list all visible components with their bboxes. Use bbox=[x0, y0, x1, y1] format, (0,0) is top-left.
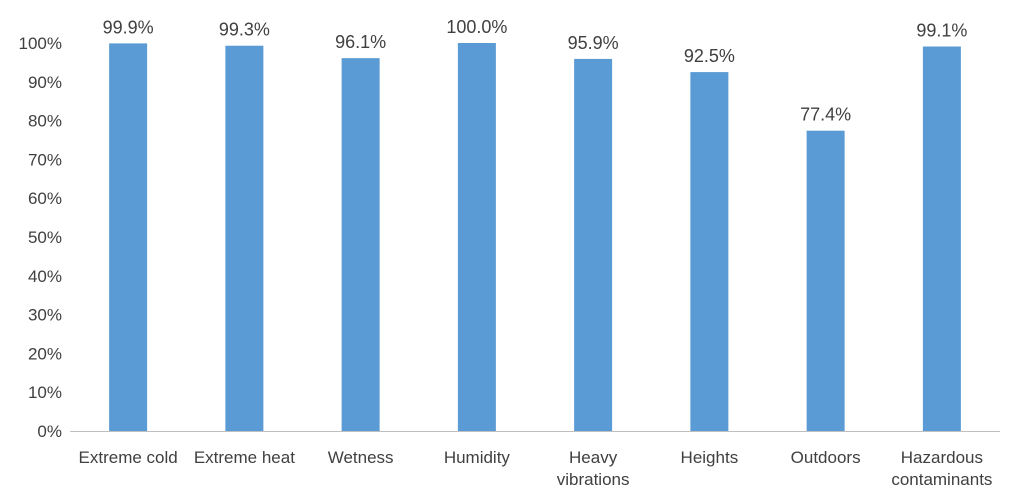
x-category-label: Heights bbox=[681, 448, 739, 467]
y-tick-label: 40% bbox=[28, 267, 62, 286]
y-tick-label: 20% bbox=[28, 344, 62, 363]
x-category-label: Hazardous contaminants bbox=[891, 448, 992, 489]
x-category-label: Humidity bbox=[444, 448, 511, 467]
bar-value-label: 96.1% bbox=[335, 32, 386, 52]
bars bbox=[109, 43, 961, 432]
x-category-label: Outdoors bbox=[791, 448, 861, 467]
bar bbox=[109, 43, 148, 431]
y-tick-label: 60% bbox=[28, 189, 62, 208]
y-tick-label: 0% bbox=[37, 422, 62, 441]
category-labels: Extreme cold Extreme heat Wetness Humidity H… bbox=[79, 448, 993, 489]
x-category-label: Extreme cold bbox=[79, 448, 178, 467]
bar-value-label: 95.9% bbox=[568, 33, 619, 53]
y-axis: 0% 10% 20% 30% 40% 50% 60% 70% 80% 90% 100% bbox=[19, 34, 62, 441]
bar bbox=[457, 43, 496, 431]
x-category-label: Heavy vibrations bbox=[557, 448, 630, 489]
y-tick-label: 90% bbox=[28, 73, 62, 92]
y-tick-label: 30% bbox=[28, 306, 62, 325]
bar-value-label: 99.1% bbox=[916, 20, 967, 40]
bar bbox=[922, 46, 961, 431]
bar-value-label: 99.3% bbox=[219, 20, 270, 40]
y-tick-label: 80% bbox=[28, 112, 62, 131]
y-tick-label: 70% bbox=[28, 150, 62, 169]
bar bbox=[806, 130, 845, 432]
data-labels: 99.9% 99.3% 96.1% 100.0% 95.9% 92.5% 77.4% 99.1… bbox=[103, 17, 968, 125]
y-tick-label: 50% bbox=[28, 228, 62, 247]
bar-value-label: 92.5% bbox=[684, 46, 735, 66]
x-category-label: Extreme heat bbox=[194, 448, 295, 467]
bar-value-label: 99.9% bbox=[103, 17, 154, 37]
x-category-label: Wetness bbox=[328, 448, 394, 467]
bar bbox=[341, 58, 380, 432]
bar-value-label: 77.4% bbox=[800, 105, 851, 125]
bar bbox=[690, 72, 729, 431]
bar-value-label: 100.0% bbox=[446, 17, 507, 37]
bar bbox=[574, 58, 613, 432]
y-tick-label: 10% bbox=[28, 383, 62, 402]
bar bbox=[225, 45, 264, 431]
y-tick-label: 100% bbox=[19, 34, 62, 53]
